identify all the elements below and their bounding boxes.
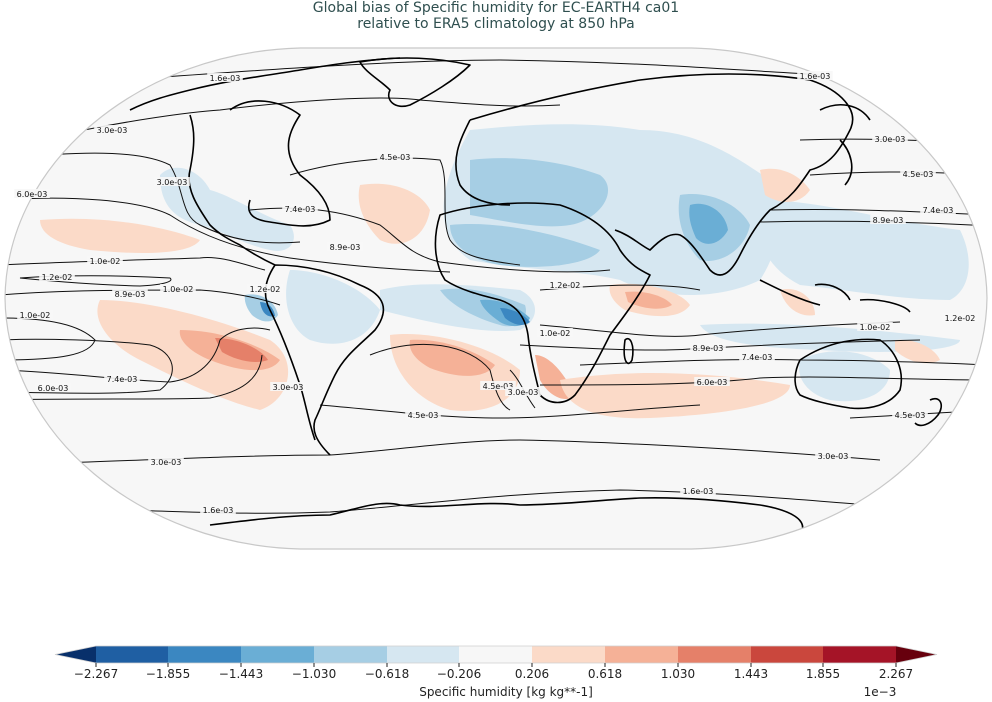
- coastlines: [129, 57, 942, 547]
- colorbar-extend-max: [896, 646, 937, 663]
- contour-label: 1.0e-02: [90, 257, 121, 266]
- contour-label: 7.4e-03: [742, 353, 773, 362]
- contour-labels: 1.6e-03 1.6e-033.0e-033.0e-033.0e-034.5e-…: [14, 71, 978, 515]
- contour-label: 4.5e-03: [380, 153, 411, 162]
- colorbar-segment: [168, 646, 242, 663]
- colorbar-segment: [678, 646, 752, 663]
- contour-label: 1.2e-02: [550, 281, 581, 290]
- map-border: [4, 47, 988, 550]
- contour-label: 8.9e-03: [693, 344, 724, 353]
- colorbar-title: Specific humidity [kg kg**-1]: [419, 685, 593, 699]
- contour-lines: [5, 59, 987, 514]
- contour-label: 1.6e-03: [210, 74, 241, 83]
- colorbar-segment: [459, 646, 533, 663]
- contour-label: 1.0e-02: [860, 323, 891, 332]
- contour-label: 6.0e-03: [697, 378, 728, 387]
- colorbar-tick-label: 1.855: [805, 667, 841, 681]
- contour-label: 4.5e-03: [408, 411, 439, 420]
- contour-label: 1.6e-03: [683, 487, 714, 496]
- colorbar-segment: [314, 646, 388, 663]
- colorbar-tick-label: 2.267: [878, 667, 914, 681]
- colorbar-tick-label: −0.618: [364, 667, 410, 681]
- colorbar-tick-label: −2.267: [73, 667, 119, 681]
- colorbar-tick-label: 1.030: [660, 667, 696, 681]
- contour-label: 1.2e-02: [945, 314, 976, 323]
- colorbar-extend-min: [55, 646, 96, 663]
- title-line-2: relative to ERA5 climatology at 850 hPa: [357, 16, 635, 32]
- contour-label: 3.0e-03: [97, 126, 128, 135]
- colorbar-segment: [751, 646, 824, 663]
- contour-label: 7.4e-03: [285, 205, 316, 214]
- contour-label: 3.0e-03: [157, 178, 188, 187]
- colorbar-tick-label: −1.030: [291, 667, 337, 681]
- colorbar-segment: [241, 646, 315, 663]
- contour-label: 1.2e-02: [250, 285, 281, 294]
- colorbar-tick-label: −1.443: [218, 667, 264, 681]
- colorbar-segment: [96, 646, 169, 663]
- contour-label: 7.4e-03: [923, 206, 954, 215]
- contour-label: 1.0e-02: [163, 285, 194, 294]
- contour-label: 3.0e-03: [818, 452, 849, 461]
- colorbar-tick-label: 0.618: [587, 667, 623, 681]
- colorbar-segment: [387, 646, 460, 663]
- contour-label: 3.0e-03: [273, 383, 304, 392]
- chart-title: Global bias of Specific humidity for EC-…: [0, 0, 992, 32]
- contour-label: 3.0e-03: [151, 458, 182, 467]
- contour-label: 1.0e-02: [540, 329, 571, 338]
- colorbar-tick-label: 0.206: [514, 667, 550, 681]
- contour-label: 8.9e-03: [115, 290, 146, 299]
- contour-label: 8.9e-03: [330, 243, 361, 252]
- contour-label: 6.0e-03: [38, 384, 69, 393]
- colorbar-tick-label: −1.855: [145, 667, 191, 681]
- contour-label: 7.4e-03: [107, 375, 138, 384]
- contour-label: 8.9e-03: [873, 216, 904, 225]
- contour-label: 4.5e-03: [895, 411, 926, 420]
- contour-label: 3.0e-03: [508, 388, 539, 397]
- colorbar-segment: [823, 646, 897, 663]
- colorbar-exponent: 1e−3: [863, 685, 897, 699]
- contour-label: 1.0e-02: [20, 311, 51, 320]
- contour-label: 3.0e-03: [875, 135, 906, 144]
- colorbar-bar: [54, 645, 938, 667]
- colorbar-segment: [532, 646, 606, 663]
- contour-label: 1.6e-03: [203, 506, 234, 515]
- contour-label: 6.0e-03: [17, 190, 48, 199]
- contour-label: 4.5e-03: [483, 382, 514, 391]
- colorbar-segment: [605, 646, 679, 663]
- map-plot: 1.6e-03 1.6e-033.0e-033.0e-033.0e-034.5e-…: [4, 47, 988, 550]
- bias-fill-layer: [40, 124, 969, 419]
- contour-label: 1.6e-03: [800, 72, 831, 81]
- colorbar-tick-label: 1.443: [733, 667, 769, 681]
- colorbar-tick-label: −0.206: [436, 667, 482, 681]
- contour-label: 1.2e-02: [42, 273, 73, 282]
- colorbar: −2.267 −1.855 −1.443 −1.030 −0.618 −0.206 0.20…: [0, 640, 992, 702]
- contour-label: 4.5e-03: [903, 170, 934, 179]
- title-line-1: Global bias of Specific humidity for EC-…: [312, 0, 680, 16]
